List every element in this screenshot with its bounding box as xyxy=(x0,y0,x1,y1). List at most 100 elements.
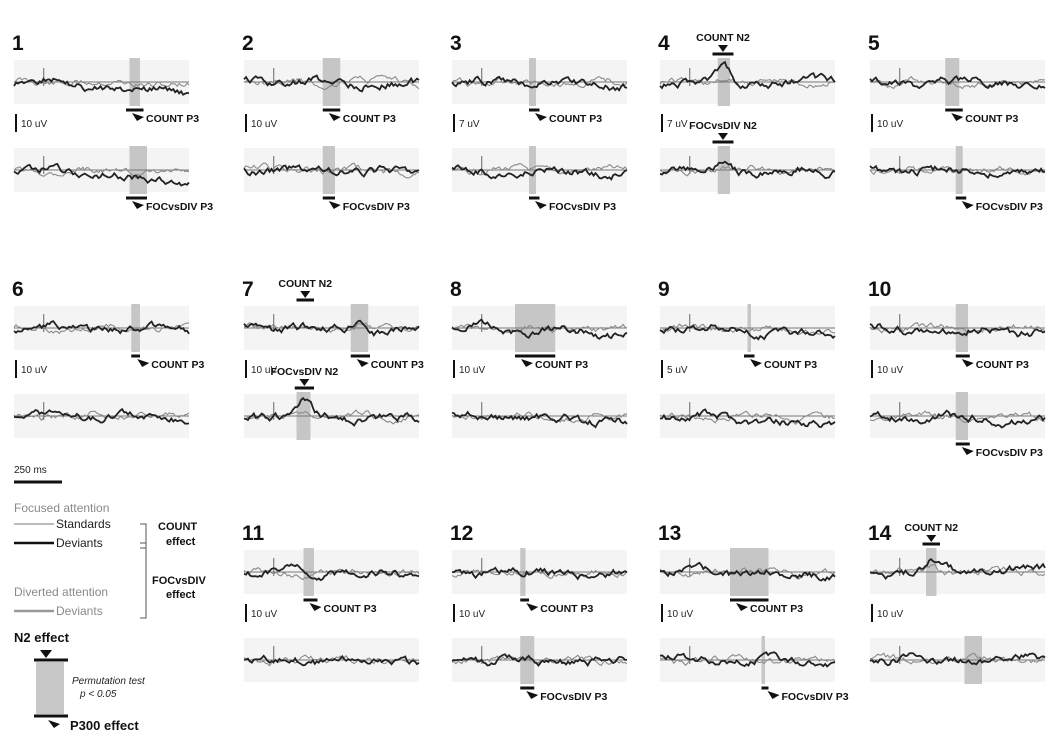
legend-count-bracket xyxy=(140,523,147,549)
legend-diverted-title: Diverted attention xyxy=(14,585,108,599)
p3-label: COUNT P3 xyxy=(540,603,593,615)
trace-deviants xyxy=(13,320,190,335)
trace-deviants xyxy=(659,408,836,428)
amplitude-scale-label: 10 uV xyxy=(877,119,903,130)
panel-4: 4 COUNT N2 7 uV FOCvsDIV N2 xyxy=(658,32,836,194)
p3-label: FOCvsDIV P3 xyxy=(782,691,849,703)
subplot-bottom xyxy=(659,394,836,438)
subplot-top: COUNT P3 10 uV xyxy=(869,304,1046,378)
p3-label: COUNT P3 xyxy=(371,359,424,371)
n2-arrow-icon xyxy=(926,535,937,542)
p3-arrow-icon xyxy=(521,359,533,367)
legend-p300-effect: P300 effect xyxy=(70,718,139,733)
legend-n2-arrow-icon xyxy=(40,650,52,658)
trace-deviants xyxy=(243,319,420,337)
p3-arrow-icon xyxy=(961,201,974,209)
amplitude-scale-label: 5 uV xyxy=(667,365,688,376)
trace-standards xyxy=(13,322,190,335)
trace-deviants xyxy=(451,410,628,429)
legend-perm-test-2: p < 0.05 xyxy=(79,689,117,700)
amplitude-scale-label: 10 uV xyxy=(877,609,903,620)
subplot-top: COUNT P3 10 uV xyxy=(451,304,628,378)
subplot-bottom xyxy=(869,636,1046,684)
panel-number: 13 xyxy=(658,522,681,545)
trace-standards xyxy=(13,166,190,179)
n2-label: COUNT N2 xyxy=(904,522,958,534)
p3-label: FOCvsDIV P3 xyxy=(549,201,616,213)
trace-deviants xyxy=(869,323,1046,338)
subplot-bottom: FOCvsDIV P3 xyxy=(659,636,849,703)
trace-deviants xyxy=(243,396,420,427)
p3-label: COUNT P3 xyxy=(343,113,396,125)
trace-deviants xyxy=(243,74,420,93)
trace-standards xyxy=(243,74,420,91)
subplot-bottom: FOCvsDIV N2 xyxy=(243,366,420,440)
p3-label: COUNT P3 xyxy=(965,113,1018,125)
legend-count-effect-1: COUNT xyxy=(158,521,197,533)
n2-arrow-icon xyxy=(718,45,728,52)
trace-deviants xyxy=(13,407,190,425)
panel-number: 3 xyxy=(450,32,462,55)
trace-standards xyxy=(451,323,628,334)
amplitude-scale-label: 10 uV xyxy=(877,365,903,376)
trace-deviants xyxy=(451,75,628,92)
p3-label: FOCvsDIV P3 xyxy=(343,201,410,213)
trace-deviants xyxy=(13,162,190,187)
p3-label: COUNT P3 xyxy=(549,113,602,125)
legend-diverted-label: Deviants xyxy=(56,604,103,618)
p3-label: COUNT P3 xyxy=(976,359,1029,371)
panel-11: 11 COUNT P3 10 uV xyxy=(242,522,420,682)
panel-14: 14 COUNT N2 10 uV xyxy=(868,522,1046,684)
amplitude-scale-label: 10 uV xyxy=(459,609,485,620)
legend-standards-label: Standards xyxy=(56,517,111,531)
p3-arrow-icon xyxy=(526,603,539,611)
subplot-top: COUNT P3 10 uV xyxy=(869,58,1046,132)
amplitude-scale-label: 7 uV xyxy=(459,119,480,130)
trace-deviants xyxy=(243,654,420,667)
panel-number: 9 xyxy=(658,278,670,301)
subplot-bottom: FOCvsDIV P3 xyxy=(869,392,1046,459)
p3-arrow-icon xyxy=(356,359,369,367)
legend-focvsdiv-effect-2: effect xyxy=(166,589,196,601)
n2-arrow-icon xyxy=(718,133,728,140)
amplitude-scale-label: 10 uV xyxy=(21,119,47,130)
subplot-bottom: FOCvsDIV N2 xyxy=(659,120,836,194)
p3-arrow-icon xyxy=(535,113,547,121)
panel-number: 12 xyxy=(450,522,473,545)
panel-number: 14 xyxy=(868,522,892,545)
amplitude-scale-label: 7 uV xyxy=(667,119,688,130)
subplot-top: COUNT P3 10 uV xyxy=(451,548,628,622)
subplot-bottom: FOCvsDIV P3 xyxy=(13,146,213,213)
panel-1: 1 COUNT P3 10 uV FOCvsDIV P3 xyxy=(12,32,213,213)
p3-arrow-icon xyxy=(961,359,974,367)
p3-label: COUNT P3 xyxy=(324,603,377,615)
panel-number: 4 xyxy=(658,32,670,55)
amplitude-scale-label: 10 uV xyxy=(667,609,693,620)
subplot-bottom xyxy=(243,638,420,682)
subplot-top: COUNT N2 10 uV xyxy=(869,522,1046,622)
p3-label: COUNT P3 xyxy=(750,603,803,615)
p3-arrow-icon xyxy=(535,201,547,209)
n2-arrow-icon xyxy=(300,291,311,298)
p3-arrow-icon xyxy=(736,603,748,611)
p3-label: COUNT P3 xyxy=(535,359,588,371)
legend-count-effect-2: effect xyxy=(166,536,196,548)
n2-label: COUNT N2 xyxy=(278,278,332,290)
subplot-bottom: FOCvsDIV P3 xyxy=(869,146,1046,213)
p3-arrow-icon xyxy=(328,201,341,209)
panel-number: 8 xyxy=(450,278,462,301)
subplot-top: COUNT P3 10 uV xyxy=(243,58,420,132)
trace-deviants xyxy=(659,651,836,668)
subplot-bottom: FOCvsDIV P3 xyxy=(451,146,628,213)
legend-focvsdiv-bracket xyxy=(140,542,147,619)
panel-5: 5 COUNT P3 10 uV FOCvsDIV P3 xyxy=(868,32,1046,213)
legend-deviants-label: Deviants xyxy=(56,536,103,550)
p3-arrow-icon xyxy=(132,201,144,209)
trace-deviants xyxy=(869,652,1046,667)
amplitude-scale-label: 10 uV xyxy=(21,365,47,376)
trace-standards xyxy=(13,77,190,89)
p3-label: FOCvsDIV P3 xyxy=(540,691,607,703)
p3-label: COUNT P3 xyxy=(764,359,817,371)
